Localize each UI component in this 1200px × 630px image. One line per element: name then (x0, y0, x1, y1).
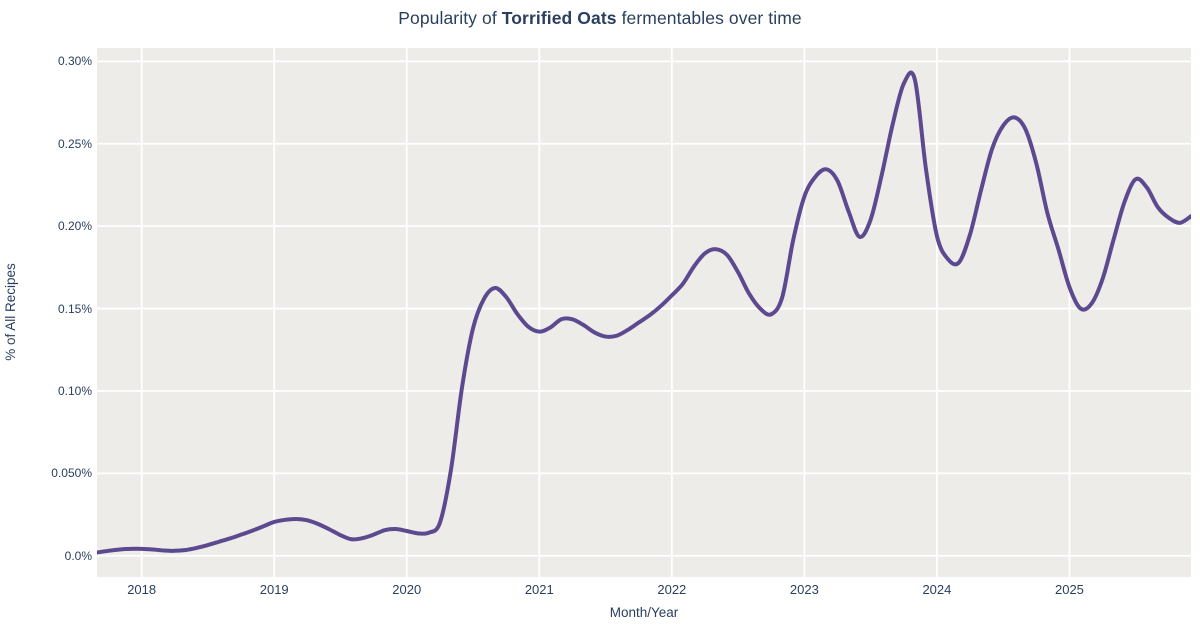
y-tick-label: 0.10% (57, 383, 92, 398)
x-tick-label: 2021 (524, 582, 554, 597)
x-tick-label: 2024 (922, 582, 952, 597)
x-tick-label: 2019 (259, 582, 289, 597)
y-tick-label: 0.0% (64, 548, 92, 563)
chart-title-highlight: Torrified Oats (501, 8, 617, 28)
y-tick-label: 0.30% (57, 54, 92, 69)
y-tick-label: 0.050% (51, 466, 92, 481)
plot-area[interactable] (97, 48, 1191, 577)
x-axis-title: Month/Year (609, 605, 679, 620)
x-tick-label: 2018 (127, 582, 157, 597)
x-tick-label: 2023 (789, 582, 819, 597)
chart-title-suffix: fermentables over time (616, 8, 802, 28)
chart-title-prefix: Popularity of (398, 8, 502, 28)
x-tick-label: 2022 (657, 582, 687, 597)
x-tick-label: 2020 (392, 582, 422, 597)
y-axis-title: % of All Recipes (3, 263, 18, 361)
chart-title: Popularity of Torrified Oats fermentable… (0, 8, 1200, 29)
x-tick-label: 2025 (1054, 582, 1084, 597)
y-tick-label: 0.20% (57, 219, 92, 234)
y-tick-label: 0.15% (57, 301, 92, 316)
y-tick-label: 0.25% (57, 136, 92, 151)
